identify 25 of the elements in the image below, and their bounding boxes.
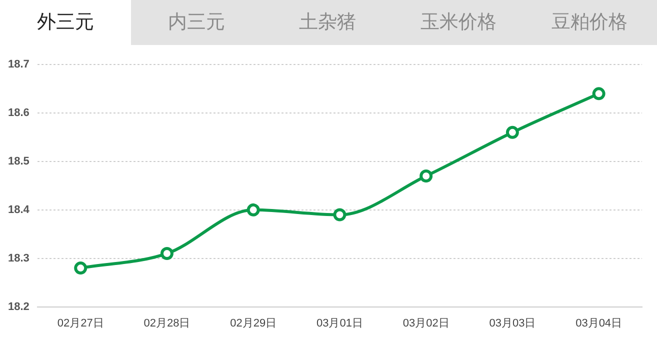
point: [333, 208, 346, 222]
point: [592, 87, 606, 100]
x-tick-label: 02月28日: [144, 317, 190, 330]
x-tick-label: 03月03日: [489, 317, 536, 330]
point: [74, 262, 88, 275]
point: [160, 247, 174, 260]
y-tick-label: 18.7: [8, 58, 30, 71]
x-tick-label: 02月29日: [230, 317, 277, 330]
y-tick-label: 18.2: [8, 300, 30, 313]
point: [246, 203, 260, 216]
x-tick-label: 03月01日: [316, 317, 363, 330]
text: 玉米价格: [393, 0, 524, 45]
x-tick-label: 02月27日: [57, 317, 104, 330]
text: 土杂猪: [262, 0, 393, 45]
text: 内三元: [131, 0, 262, 45]
y-tick-label: 18.4: [8, 204, 30, 216]
y-tick-label: 18.3: [8, 252, 30, 264]
y-tick-label: 18.6: [8, 107, 30, 120]
text: 豆粕价格: [524, 0, 655, 45]
point: [506, 126, 519, 139]
text: 外三元: [0, 0, 131, 45]
y-tick-label: 18.5: [8, 156, 30, 168]
point: [420, 170, 433, 183]
x-tick-label: 03月02日: [402, 317, 450, 330]
x-tick-label: 03月04日: [576, 317, 622, 330]
